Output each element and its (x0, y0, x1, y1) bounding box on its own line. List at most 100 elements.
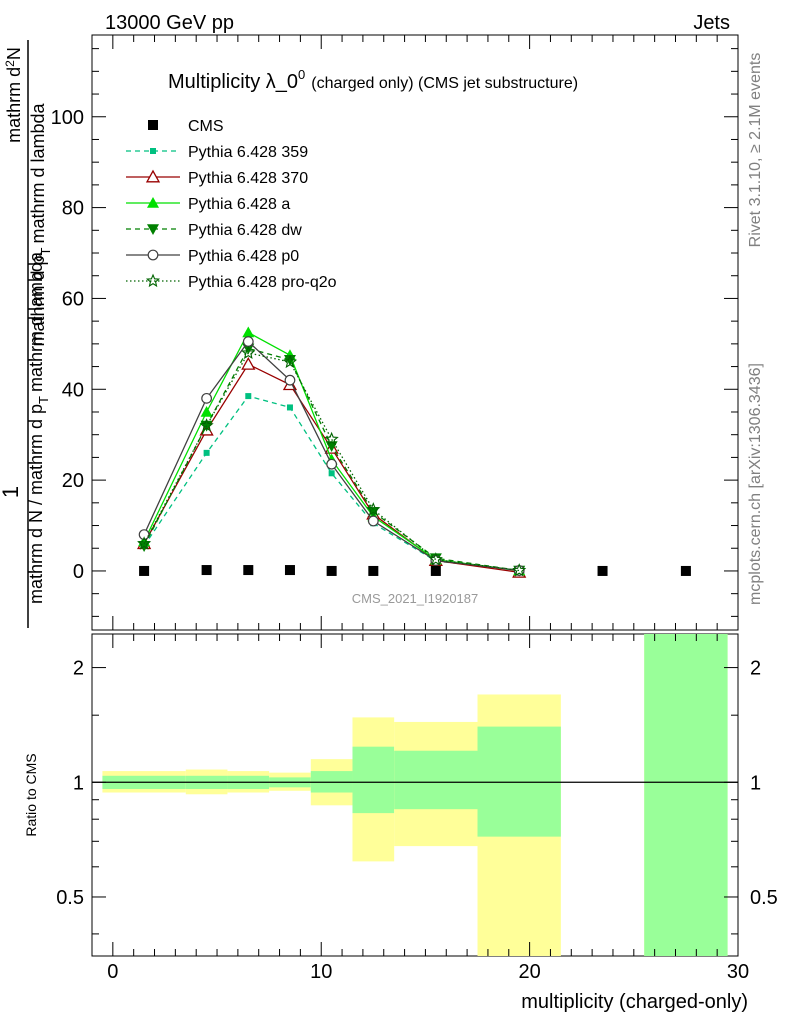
y-tick-label: 60 (62, 288, 84, 310)
y-tick-label: 40 (62, 379, 84, 401)
ylabel-denom-1: mathrm d N / mathrm d pTmathrm d lambda (26, 251, 51, 604)
legend-entry: Pythia 6.428 a (126, 196, 290, 213)
data-point (282, 354, 298, 369)
data-point (200, 405, 213, 417)
x-tick-label: 0 (107, 961, 118, 983)
legend-label: Pythia 6.428 a (188, 196, 290, 213)
data-point (145, 169, 161, 183)
data-point (326, 458, 338, 470)
data-point (366, 502, 381, 516)
data-point (430, 565, 441, 576)
data-point (243, 565, 254, 576)
data-point (199, 418, 214, 432)
data-point (241, 345, 256, 359)
ylabel-numer-1: 1 (0, 486, 23, 498)
ylabel-numer-2: mathrm d2N (3, 47, 24, 143)
legend-entry: Pythia 6.428 359 (126, 144, 308, 161)
legend-entry: Pythia 6.428 dw (126, 222, 302, 239)
data-point (326, 565, 337, 576)
data-point (428, 552, 443, 566)
legend-label: Pythia 6.428 370 (188, 170, 308, 187)
legend-entry: Pythia 6.428 p0 (126, 248, 299, 265)
data-point (201, 565, 212, 576)
ratio-y-tick-label-right: 0.5 (750, 887, 778, 909)
data-point (283, 354, 296, 366)
y-tick-label: 80 (62, 198, 84, 220)
ratio-ylabel: Ratio to CMS (23, 753, 39, 836)
ratio-plot-frame (91, 633, 739, 957)
data-point (242, 326, 255, 338)
data-point (286, 404, 293, 411)
data-point (245, 393, 252, 400)
main-plot-frame (91, 34, 739, 631)
data-point (147, 249, 159, 261)
series-1 (141, 393, 523, 574)
ratio-y-tick-label-right: 2 (750, 658, 761, 680)
data-point (203, 449, 210, 456)
data-point (512, 563, 527, 577)
y-tick-label: 20 (62, 470, 84, 492)
ylabel-denom-2: mathrm d pTmathrm d lambda (28, 102, 53, 346)
data-point (139, 565, 150, 576)
data-point (680, 565, 691, 576)
legend-entry: CMS (148, 118, 224, 135)
data-point (284, 565, 295, 576)
ratio-band-inner (394, 750, 478, 810)
data-point (284, 374, 296, 386)
y-tick-label: 0 (73, 561, 84, 583)
series-line (143, 331, 520, 572)
series-line (143, 340, 520, 572)
ratio-y-tick-label: 0.5 (56, 887, 84, 909)
main-series (136, 326, 691, 578)
data-point (138, 529, 150, 541)
ratio-y-tick-label: 1 (73, 772, 84, 794)
ratio-band-inner (644, 634, 728, 956)
data-point (137, 536, 152, 550)
main-ylabel: 1 mathrm d N / mathrm d pTmathrm d lambd… (0, 40, 53, 628)
data-point (148, 120, 158, 130)
legend-entry: Pythia 6.428 370 (126, 169, 308, 187)
legend-label: Pythia 6.428 pro-q2o (188, 274, 337, 291)
ratio-y-tick-label: 2 (73, 658, 84, 680)
y-tick-label: 100 (51, 107, 84, 129)
legend-label: Pythia 6.428 p0 (188, 248, 299, 265)
data-point (242, 336, 254, 347)
data-point (150, 148, 156, 154)
data-point (147, 224, 159, 235)
data-point (430, 555, 442, 566)
mcplots-label: mcplots.cern.ch [arXiv:1306.3436] (747, 363, 764, 605)
legend-label: Pythia 6.428 359 (188, 144, 308, 161)
ratio-y-tick-label-right: 1 (750, 772, 761, 794)
x-tick-label: 30 (727, 961, 749, 983)
legend-label: Pythia 6.428 dw (188, 222, 302, 239)
main-title: Multiplicity λ_00(charged only) (CMS jet… (168, 67, 578, 93)
legend: CMS Pythia 6.428 359 Pythia 6.428 370 Pythi… (126, 118, 337, 291)
data-point (201, 392, 213, 404)
series-0 (139, 565, 691, 576)
ratio-axis-ticks: 0.5 0.51 12 20 10 20 30 (56, 634, 778, 983)
data-point (145, 273, 161, 288)
main-axis-ticks: 0 20 40 60 80 100 (51, 35, 739, 630)
series-6 (137, 345, 527, 577)
legend-label: CMS (188, 118, 224, 135)
data-point (367, 515, 379, 527)
legend-entry: Pythia 6.428 pro-q2o (126, 273, 337, 291)
series-line (143, 352, 520, 572)
x-tick-label: 20 (518, 961, 540, 983)
ratio-bands (92, 634, 738, 956)
data-point (241, 356, 256, 370)
analysis-label: CMS_2021_I1920187 (352, 591, 479, 606)
data-point (324, 431, 339, 446)
rivet-label: Rivet 3.1.10, ≥ 2.1M events (747, 53, 764, 248)
x-tick-label: 10 (310, 961, 332, 983)
ratio-band-inner (352, 746, 395, 814)
data-point (597, 565, 608, 576)
data-point (328, 470, 335, 477)
series-line (143, 395, 520, 572)
data-point (147, 197, 159, 208)
series-line (143, 347, 520, 572)
header-right: Jets (693, 12, 730, 34)
ratio-band-inner (477, 726, 561, 837)
header-left: 13000 GeV pp (105, 12, 234, 34)
